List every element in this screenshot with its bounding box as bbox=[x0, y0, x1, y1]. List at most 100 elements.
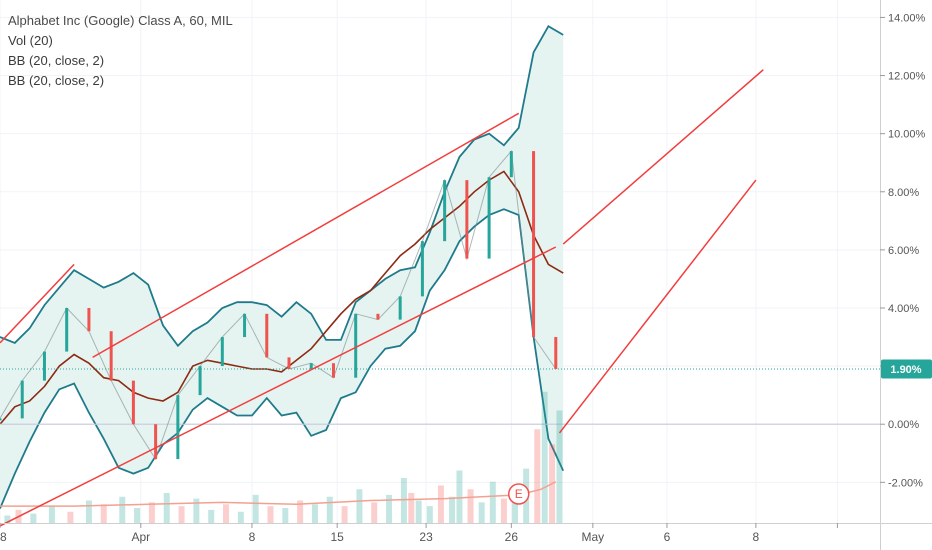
last-price-label-box bbox=[881, 359, 932, 379]
volume-bar-28 bbox=[415, 500, 422, 523]
volume-bar-8 bbox=[134, 508, 141, 523]
volume-ma-line bbox=[0, 481, 557, 507]
volume-bar-39 bbox=[534, 429, 541, 523]
last-price-label: 1.90% bbox=[881, 359, 932, 379]
volume-bar-40 bbox=[541, 391, 548, 523]
volume-bar-22 bbox=[341, 506, 348, 523]
volume-bar-23 bbox=[356, 489, 363, 523]
price-bar-18 bbox=[398, 296, 402, 320]
price-bar-24 bbox=[532, 151, 536, 338]
trend-lines[interactable] bbox=[0, 69, 764, 527]
bollinger-upper-line bbox=[0, 24, 564, 348]
volume-bar-10 bbox=[163, 493, 170, 523]
volume-bar-5 bbox=[85, 500, 92, 523]
volume-bar-29 bbox=[426, 506, 433, 523]
bollinger-fill bbox=[0, 26, 564, 509]
price-bar-11 bbox=[243, 313, 247, 338]
x-tick-label-5: 26 bbox=[505, 530, 519, 544]
x-tick-label-4: 23 bbox=[419, 530, 433, 544]
volume-bar-3 bbox=[48, 506, 55, 523]
volume-bar-4 bbox=[67, 511, 74, 523]
price-bar-16 bbox=[354, 313, 358, 378]
y-tick-label-3: 8.00% bbox=[888, 187, 919, 199]
y-axis[interactable]: 14.00%12.00%10.00%8.00%6.00%4.00%2.00%0.… bbox=[880, 12, 926, 489]
volume-bar-30 bbox=[437, 485, 444, 523]
price-bar-2 bbox=[42, 351, 46, 381]
horizontal-lines bbox=[0, 368, 880, 425]
y-tick-label-7: 0.00% bbox=[888, 419, 919, 431]
price-bar-19 bbox=[420, 241, 424, 297]
y-tick-label-5: 4.00% bbox=[888, 303, 919, 315]
volume-bar-0 bbox=[4, 515, 11, 523]
price-bar-6 bbox=[131, 380, 135, 425]
legend-indicator-bb-2[interactable]: BB (20, close, 2) bbox=[8, 73, 105, 88]
earnings-marker-label: E bbox=[515, 487, 523, 501]
volume-bar-11 bbox=[178, 506, 185, 523]
volume-bar-32 bbox=[456, 470, 463, 523]
x-tick-label-8: 8 bbox=[753, 530, 760, 544]
volume-bar-42 bbox=[556, 410, 563, 523]
price-close-line bbox=[0, 149, 557, 461]
trend-line-1 bbox=[92, 112, 520, 359]
volume-bar-15 bbox=[237, 511, 244, 523]
volume-bar-37 bbox=[512, 491, 519, 523]
x-tick-label-3: 15 bbox=[330, 530, 344, 544]
price-bar-9 bbox=[198, 366, 202, 396]
legend-indicator-bb-1[interactable]: BB (20, close, 2) bbox=[8, 53, 105, 68]
volume-bar-25 bbox=[386, 494, 393, 523]
price-bar-12 bbox=[265, 313, 269, 358]
y-tick-label-2: 10.00% bbox=[888, 129, 926, 141]
earnings-marker-circle bbox=[507, 483, 530, 505]
price-bar-8 bbox=[176, 395, 180, 460]
volume-bar-20 bbox=[311, 504, 318, 523]
volume-bar-17 bbox=[267, 506, 274, 523]
volume-bar-6 bbox=[100, 504, 107, 523]
trend-line-0 bbox=[0, 263, 75, 344]
volume-bars bbox=[0, 391, 563, 523]
chart-legend[interactable]: Alphabet Inc (Google) Class A, 60, MIL V… bbox=[8, 11, 233, 91]
volume-bar-26 bbox=[400, 478, 407, 523]
volume-bar-16 bbox=[252, 494, 259, 523]
x-tick-label-6: May bbox=[582, 530, 605, 544]
bollinger-lower-line bbox=[0, 208, 565, 509]
volume-bar-27 bbox=[408, 493, 415, 523]
x-tick-label-0: 18 bbox=[0, 530, 7, 544]
x-tick-label-7: 6 bbox=[664, 530, 671, 544]
volume-bar-36 bbox=[500, 498, 507, 523]
volume-bar-31 bbox=[449, 496, 456, 523]
price-bar-1 bbox=[20, 380, 24, 419]
price-bar-22 bbox=[487, 177, 491, 259]
price-bar-7 bbox=[154, 424, 158, 460]
y-tick-label-1: 12.00% bbox=[888, 71, 926, 83]
volume-bar-34 bbox=[478, 502, 485, 523]
volume-bar-18 bbox=[282, 508, 289, 523]
x-axis[interactable]: 18 Apr 8 15 23 26 May 6 8 bbox=[0, 523, 838, 544]
price-bar-25 bbox=[554, 337, 558, 370]
volume-bar-13 bbox=[208, 509, 215, 523]
price-bar-0 bbox=[0, 418, 2, 421]
volume-bar-12 bbox=[193, 498, 200, 523]
price-bar-10 bbox=[220, 337, 224, 367]
price-line bbox=[0, 149, 558, 461]
legend-indicator-volume[interactable]: Vol (20) bbox=[8, 33, 53, 48]
price-bar-17 bbox=[376, 313, 380, 320]
volume-bar-33 bbox=[467, 489, 474, 523]
y-tick-label-4: 6.00% bbox=[888, 245, 919, 257]
price-bar-20 bbox=[443, 180, 447, 242]
volume-bar-2 bbox=[30, 513, 37, 523]
price-bar-5 bbox=[109, 331, 113, 381]
price-bar-14 bbox=[309, 363, 313, 370]
volume-bar-35 bbox=[489, 481, 496, 523]
trend-line-3 bbox=[562, 69, 764, 245]
price-bar-21 bbox=[465, 180, 469, 259]
earnings-marker[interactable]: E bbox=[507, 483, 530, 505]
volume-bar-21 bbox=[326, 496, 333, 523]
volume-bar-7 bbox=[119, 496, 126, 523]
bollinger-basis-line bbox=[0, 170, 564, 425]
price-bar-3 bbox=[65, 307, 69, 352]
legend-title: Alphabet Inc (Google) Class A, 60, MIL bbox=[8, 13, 233, 28]
price-bar-13 bbox=[287, 357, 291, 370]
volume-bar-24 bbox=[371, 502, 378, 523]
last-price-label-text: 1.90% bbox=[890, 364, 921, 376]
